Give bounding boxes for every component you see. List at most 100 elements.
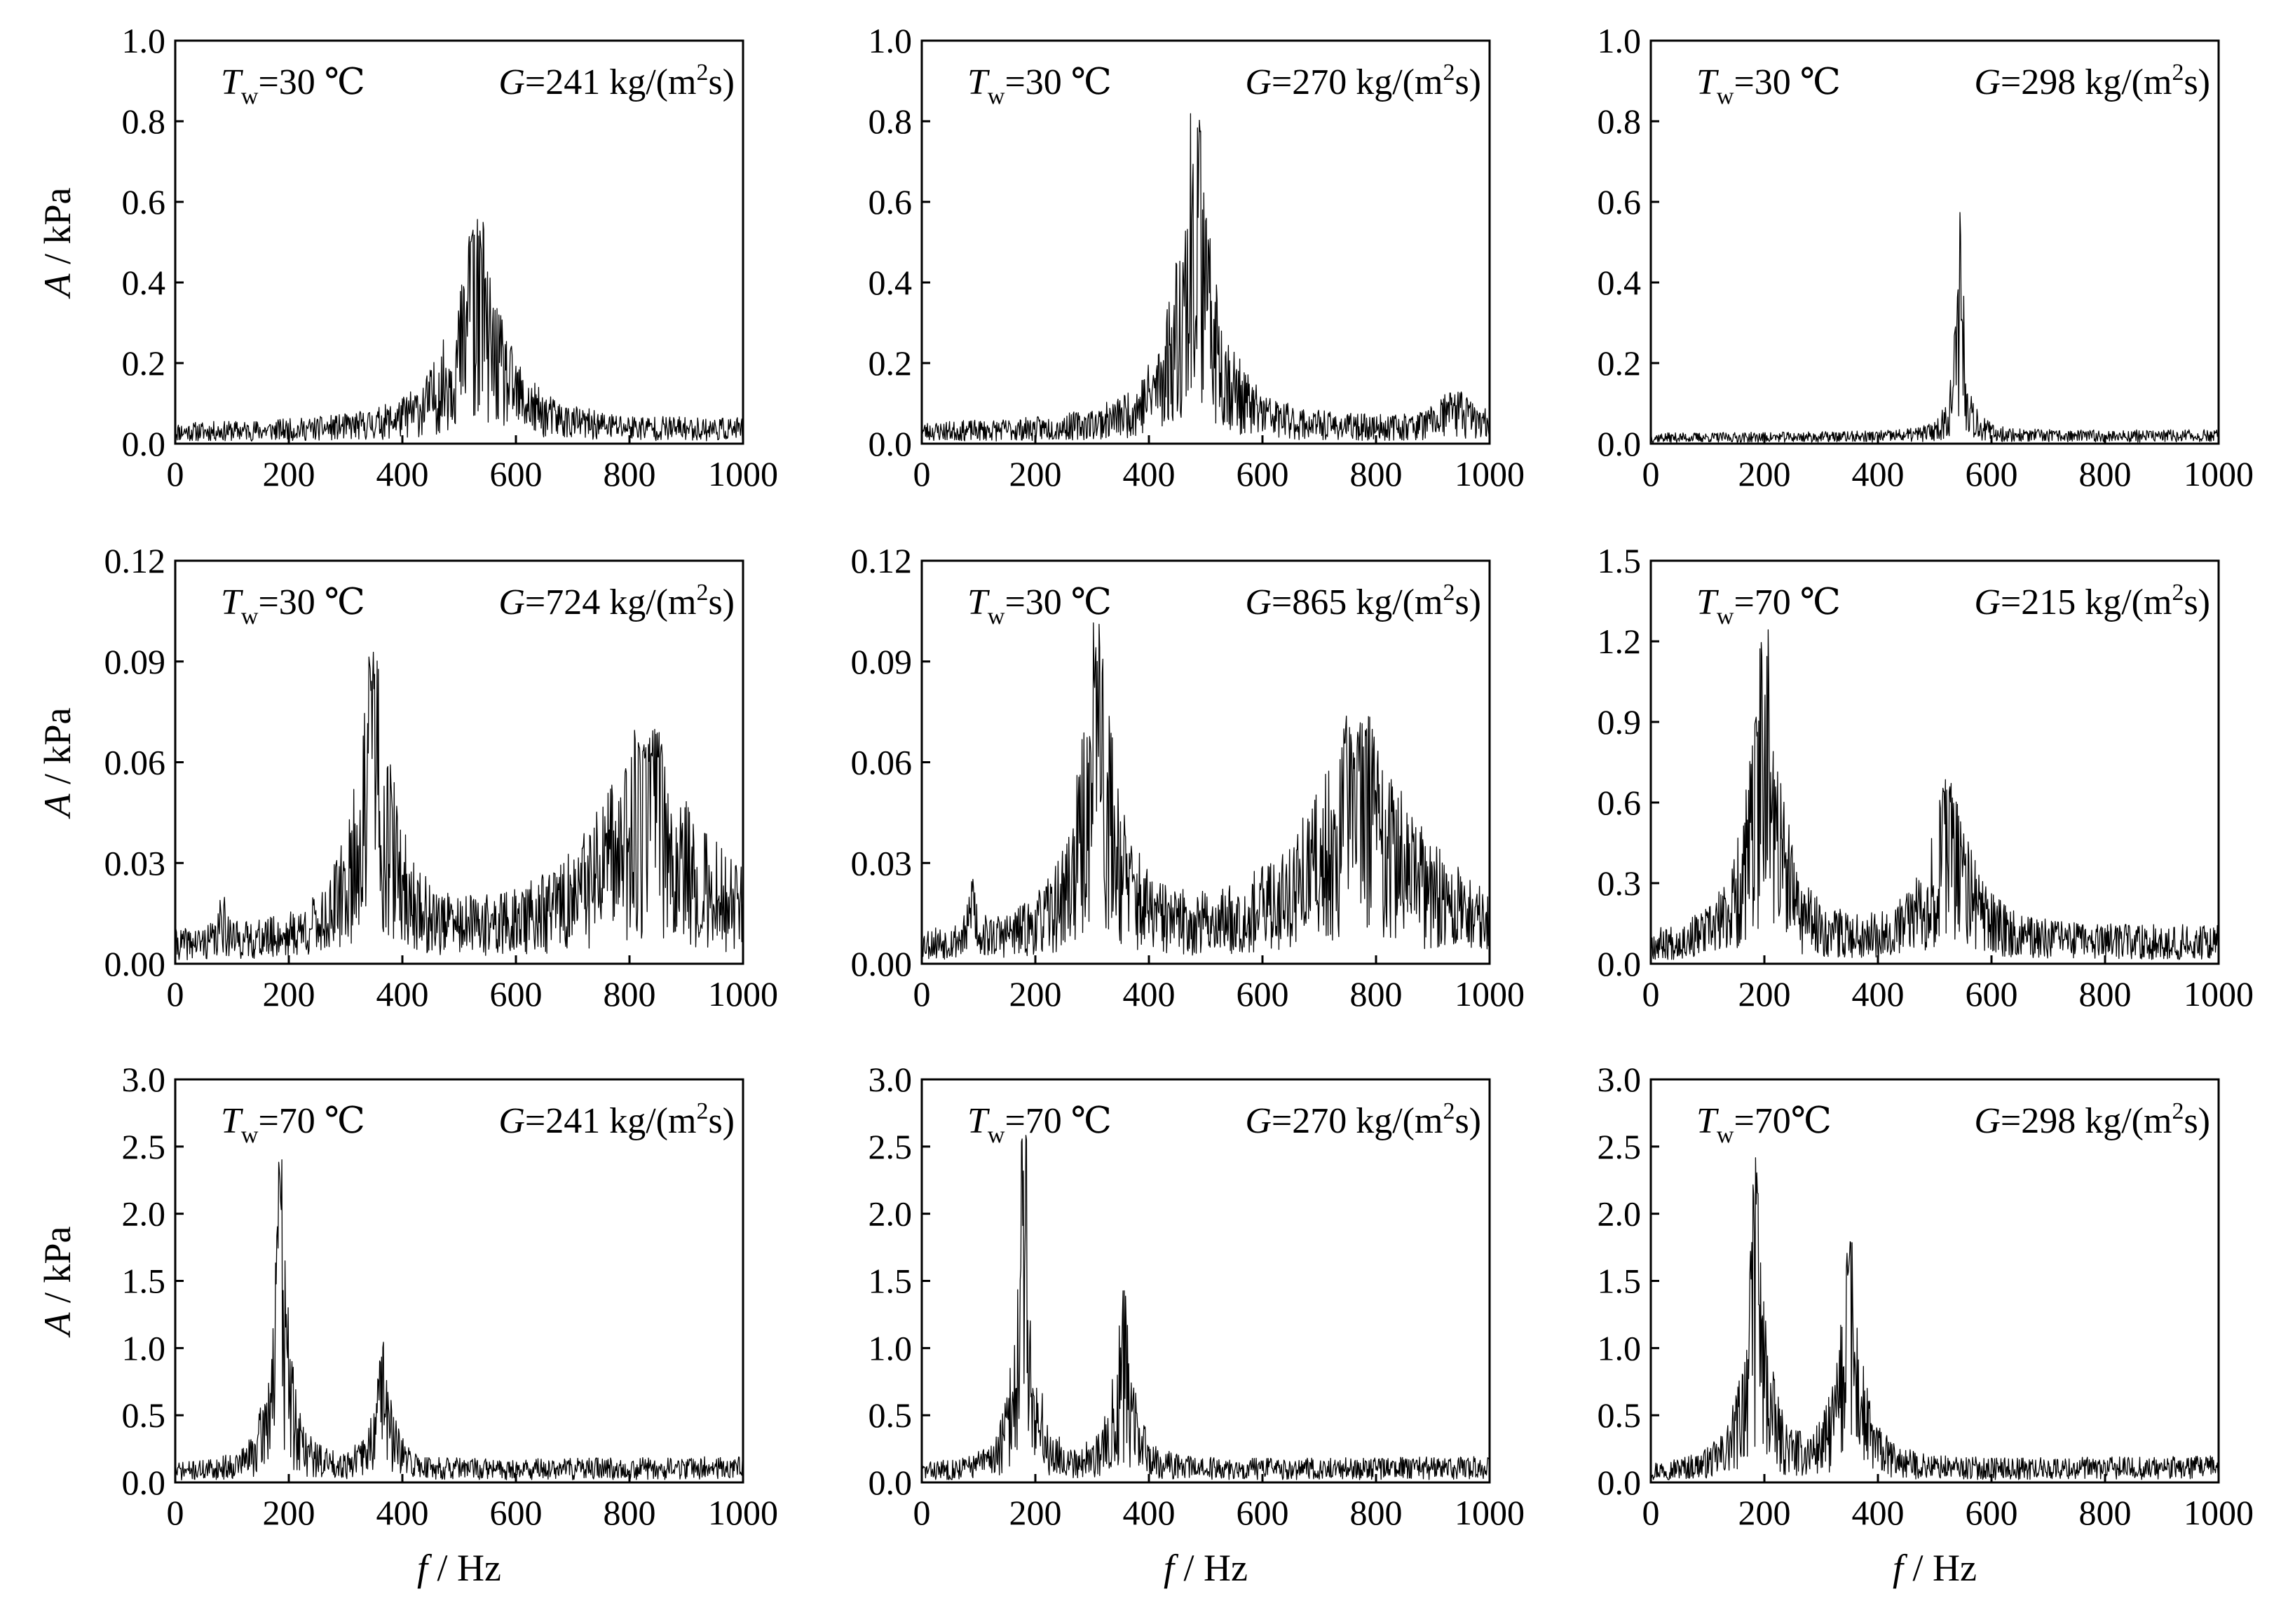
x-tick-label: 800: [604, 1493, 656, 1532]
y-tick-label: 2.0: [869, 1194, 913, 1234]
x-tick-label: 600: [1966, 454, 2018, 493]
annotation-temperature-value: =70 ℃: [258, 1101, 365, 1141]
y-tick-label: 0.12: [104, 541, 166, 580]
annotation-temperature-value: =30 ℃: [258, 62, 365, 102]
annotation-temperature-var: T: [967, 1101, 990, 1141]
x-tick-label: 400: [1852, 1493, 1905, 1532]
y-tick-label: 2.5: [122, 1127, 166, 1166]
annotation-mass-flux-sup: 2: [1443, 60, 1455, 86]
annotation-temperature-value: =70 ℃: [1734, 582, 1841, 622]
annotation-mass-flux-var: G: [498, 62, 525, 102]
annotation-mass-flux-value: =270 kg/(m: [1272, 1101, 1443, 1141]
y-tick-label: 1.5: [1598, 541, 1642, 580]
x-axis-label-unit: / Hz: [1174, 1547, 1248, 1589]
plot-frame: [1649, 39, 2220, 445]
y-tick-label: 0.0: [1598, 944, 1642, 983]
annotation-mass-flux-end: s): [1455, 62, 1481, 102]
annotation-temperature-value: =70 ℃: [1005, 1101, 1112, 1141]
y-tick-label: 1.0: [1598, 1328, 1642, 1367]
spectrum-trace: [921, 113, 1490, 442]
x-tick-label: 600: [1966, 974, 2018, 1014]
annotation-temperature-sub: w: [241, 83, 259, 109]
y-axis-label: A / kPa: [36, 1226, 79, 1337]
y-tick-label: 1.2: [1598, 622, 1642, 661]
y-tick-label: 0.0: [869, 424, 913, 463]
x-tick-label: 400: [376, 974, 429, 1014]
annotation-temperature-var: T: [967, 582, 990, 622]
annotation-temperature-var: T: [221, 62, 243, 102]
annotation-mass-flux-var: G: [1974, 1101, 2001, 1141]
annotation-mass-flux-sup: 2: [696, 1098, 708, 1124]
y-tick-label: 1.0: [869, 1328, 913, 1367]
annotation-mass-flux: G=724 kg/(m2s): [498, 580, 735, 622]
y-tick-label: 0.06: [851, 743, 913, 782]
y-tick-label: 3.0: [1598, 1060, 1642, 1099]
annotation-mass-flux-end: s): [708, 582, 735, 622]
x-tick-label: 0: [1642, 1493, 1660, 1532]
annotation-mass-flux-sup: 2: [2172, 580, 2184, 606]
y-tick-label: 0.4: [1598, 263, 1642, 302]
y-tick-label: 0.00: [104, 944, 166, 983]
panel-1: 0 200 400 600 800 1000 0.0 0.2 0.4 0.6 0.8 1.0 Tw=30…: [36, 21, 778, 493]
annotation-mass-flux-value: =215 kg/(m: [2001, 582, 2172, 622]
annotation-temperature-value: =30 ℃: [1005, 62, 1112, 102]
annotation-temperature: Tw=30 ℃: [967, 582, 1112, 629]
y-tick-label: 0.6: [1598, 182, 1642, 221]
x-tick-label: 800: [1350, 974, 1403, 1014]
panel-8: 0 200 400 600 800 1000 0.0 0.5 1.0 1.5 2.0 2.5 3.0 Tw…: [869, 1060, 1525, 1589]
annotation-mass-flux-value: =865 kg/(m: [1272, 582, 1443, 622]
annotation-temperature-value: =30 ℃: [1005, 582, 1112, 622]
x-tick-label: 0: [167, 974, 184, 1014]
y-tick-label: 2.0: [122, 1194, 166, 1234]
x-tick-label: 1000: [2184, 1493, 2254, 1532]
annotation-mass-flux: G=270 kg/(m2s): [1245, 1098, 1481, 1141]
annotation-mass-flux-end: s): [1455, 582, 1481, 622]
x-tick-label: 600: [490, 454, 543, 493]
panel-4: 0 200 400 600 800 10000.000.030.060.090.12Tw=…: [36, 541, 778, 1014]
spectrum-trace: [175, 651, 744, 961]
y-tick-label: 0.03: [851, 843, 913, 882]
x-tick-label: 600: [1237, 974, 1289, 1014]
x-tick-label: 1000: [1455, 974, 1525, 1014]
annotation-mass-flux: G=865 kg/(m2s): [1245, 580, 1481, 622]
y-tick-label: 0.8: [1598, 102, 1642, 141]
y-tick-label: 1.5: [869, 1262, 913, 1301]
annotation-mass-flux: G=241 kg/(m2s): [498, 1098, 735, 1141]
y-tick-label: 3.0: [122, 1060, 166, 1099]
panel-7: 0 200 400 600 800 1000 0.0 0.5 1.0 1.5 2.0 2.5 3.0 Tw…: [36, 1060, 778, 1589]
annotation-mass-flux-sup: 2: [696, 580, 708, 606]
annotation-temperature-sub: w: [988, 83, 1005, 109]
y-tick-label: 2.5: [1598, 1127, 1642, 1166]
annotation-mass-flux-end: s): [708, 1101, 735, 1141]
x-tick-label: 200: [1009, 974, 1062, 1014]
y-axis-label-var: A: [36, 1312, 79, 1338]
annotation-mass-flux-value: =241 kg/(m: [525, 62, 697, 102]
annotation-mass-flux: G=241 kg/(m2s): [498, 60, 735, 102]
y-tick-label: 1.0: [869, 21, 913, 60]
y-tick-label: 0.06: [104, 743, 166, 782]
x-tick-label: 400: [376, 1493, 429, 1532]
annotation-mass-flux-var: G: [1245, 582, 1272, 622]
annotation-mass-flux: G=298 kg/(m2s): [1974, 1098, 2210, 1141]
panel-9: 0 200 400 600 800 1000 0.0 0.5 1.0 1.5 2.0 2.5 3.0 Tw…: [1598, 1060, 2254, 1589]
annotation-temperature-var: T: [1696, 582, 1719, 622]
y-tick-label: 0.09: [104, 642, 166, 681]
y-tick-label: 0.09: [851, 642, 913, 681]
annotation-mass-flux-value: =270 kg/(m: [1272, 62, 1443, 102]
y-tick-label: 0.0: [1598, 424, 1642, 463]
plot-frame: [920, 39, 1491, 445]
x-tick-label: 0: [167, 1493, 184, 1532]
x-tick-label: 1000: [708, 1493, 778, 1532]
spectrum-trace: [1650, 1157, 2219, 1480]
x-tick-label: 200: [263, 454, 315, 493]
x-tick-label: 200: [1738, 974, 1791, 1014]
x-tick-label: 600: [1237, 454, 1289, 493]
annotation-mass-flux-var: G: [1245, 1101, 1272, 1141]
x-tick-label: 400: [1852, 974, 1905, 1014]
annotation-mass-flux-end: s): [2184, 582, 2210, 622]
annotation-temperature-value: =70℃: [1734, 1101, 1832, 1141]
x-tick-label: 800: [604, 974, 656, 1014]
annotation-temperature: Tw=70 ℃: [1696, 582, 1841, 629]
